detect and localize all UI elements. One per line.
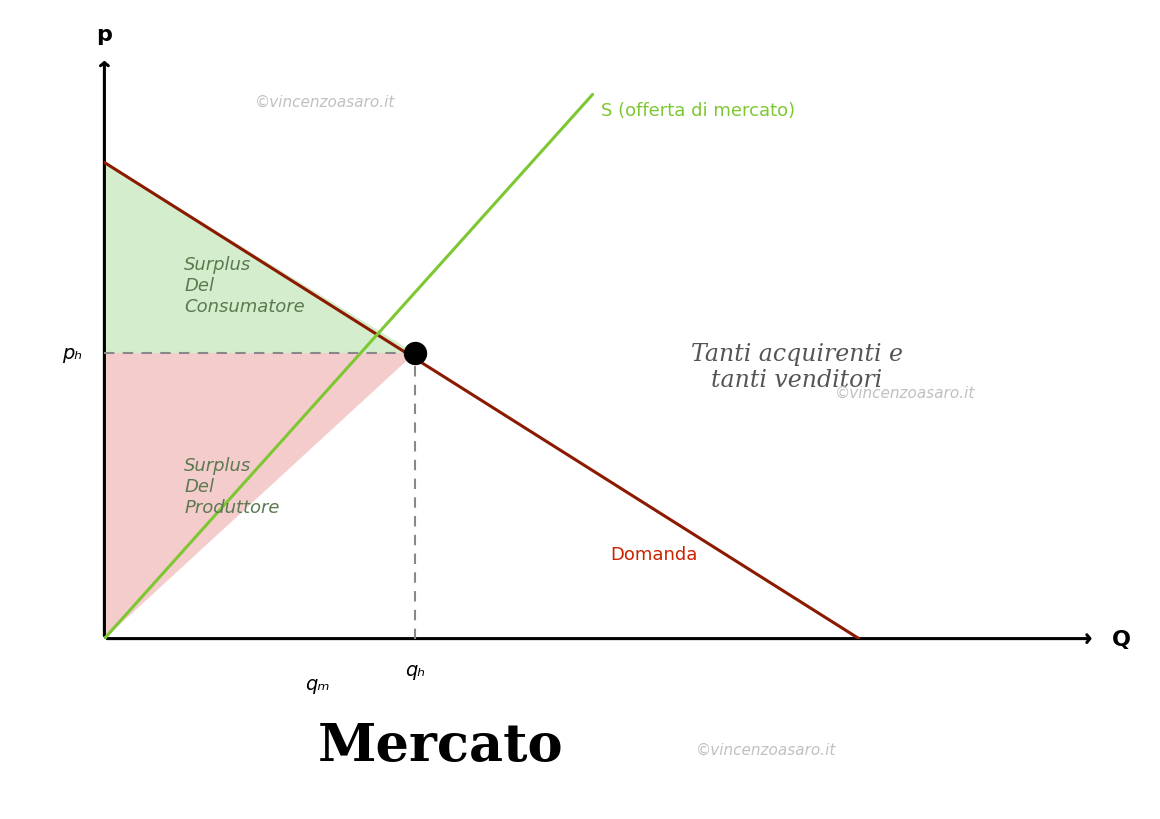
Text: S (offerta di mercato): S (offerta di mercato) — [602, 102, 796, 120]
Text: ©vincenzoasaro.it: ©vincenzoasaro.it — [255, 95, 396, 110]
Text: qₕ: qₕ — [405, 661, 426, 680]
Text: Mercato: Mercato — [318, 720, 564, 771]
Point — [406, 347, 425, 360]
Polygon shape — [104, 354, 415, 639]
Text: ©vincenzoasaro.it: ©vincenzoasaro.it — [835, 386, 976, 400]
Text: Q: Q — [1112, 629, 1131, 649]
Text: Domanda: Domanda — [610, 545, 697, 563]
Text: Surplus
Del
Produttore: Surplus Del Produttore — [184, 457, 280, 517]
Text: Tanti acquirenti e
tanti venditori: Tanti acquirenti e tanti venditori — [690, 342, 902, 391]
Text: pₕ: pₕ — [63, 344, 82, 363]
Polygon shape — [104, 163, 415, 354]
Text: ©vincenzoasaro.it: ©vincenzoasaro.it — [696, 742, 836, 757]
Text: Surplus
Del
Consumatore: Surplus Del Consumatore — [184, 256, 305, 315]
Text: p: p — [96, 25, 113, 45]
Text: qₘ: qₘ — [305, 674, 329, 693]
